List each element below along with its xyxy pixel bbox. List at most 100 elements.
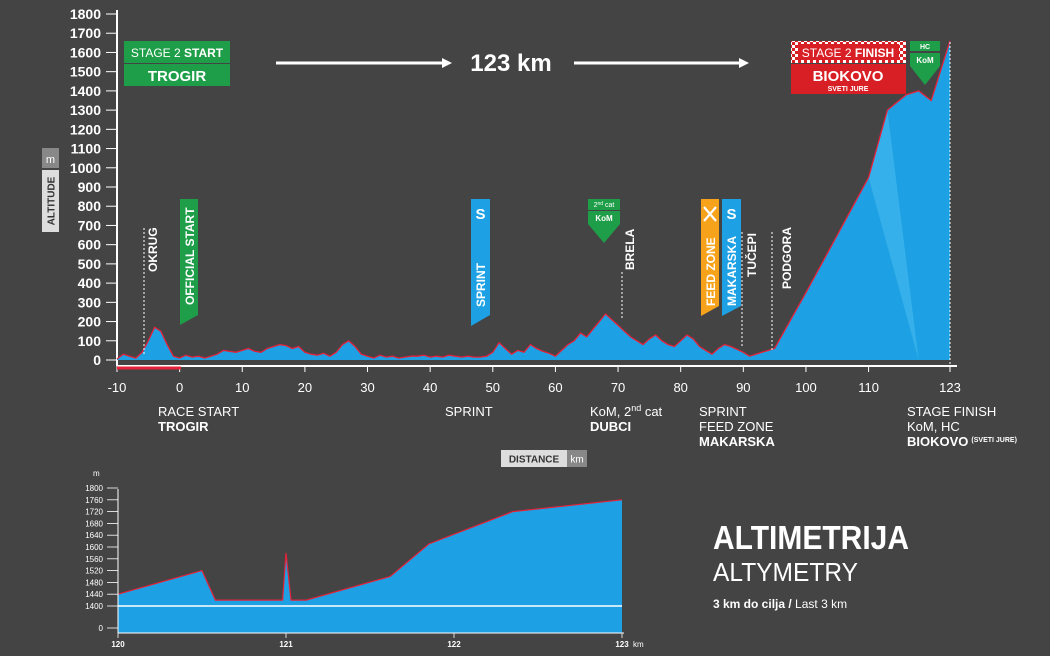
- main-xtick-label: 10: [235, 380, 249, 395]
- distance-arrows: [276, 58, 749, 68]
- stage-finish-box: STAGE 2 FINISH BIOKOVO SVETI JURE: [791, 41, 906, 94]
- inset-xtick-label: 123: [615, 640, 629, 649]
- marker-lines: [143, 42, 951, 364]
- inset-ytick-label: 0: [99, 624, 104, 633]
- official-start-flag: OFFICIAL START: [180, 199, 198, 325]
- main-xtick-label: -10: [108, 380, 127, 395]
- main-xtick-label: 90: [736, 380, 750, 395]
- label-feed-zone: FEED ZONE: [699, 419, 774, 434]
- main-xtick-label: 80: [673, 380, 687, 395]
- svg-text:STAGE 2 START: STAGE 2 START: [131, 46, 224, 60]
- stage-finish-bold: FINISH: [855, 46, 894, 60]
- main-ytick-label: 100: [78, 333, 102, 349]
- marker-okrug: OKRUG: [146, 227, 160, 272]
- main-ytick-label: 900: [78, 179, 102, 195]
- below-axis-labels: RACE START TROGIR SPRINT KoM, 2nd cat DU…: [158, 403, 1017, 449]
- main-ytick-label: 1100: [71, 141, 102, 157]
- inset-ytick-label: 1480: [85, 578, 103, 587]
- svg-text:STAGE 2 FINISH: STAGE 2 FINISH: [802, 46, 894, 60]
- stage-start-bold: START: [184, 46, 224, 60]
- marker-makarska: MAKARSKA: [725, 236, 739, 306]
- kom-cat-num: 2: [594, 202, 598, 209]
- main-xtick-label: 20: [298, 380, 312, 395]
- main-xtick-label: 0: [176, 380, 183, 395]
- main-ytick-label: 400: [78, 275, 102, 291]
- title-sub: ALTYMETRY: [713, 557, 858, 587]
- distance-unit-box: [567, 450, 587, 467]
- stage-finish-town: BIOKOVO: [813, 68, 884, 85]
- main-ytick-label: 600: [78, 237, 102, 253]
- kom-cat-sup: nd: [598, 201, 604, 207]
- main-ytick-label: 1800: [70, 6, 101, 22]
- label-biokovo: BIOKOVO: [907, 434, 968, 449]
- kom-cat-rest: cat: [603, 202, 614, 209]
- main-xtick-label: 50: [486, 380, 500, 395]
- inset-xtick-label: 121: [279, 640, 293, 649]
- label-stage-finish: STAGE FINISH: [907, 404, 996, 419]
- stage-start-town: TROGIR: [148, 68, 206, 85]
- inset-ytick-label: 1800: [85, 484, 103, 493]
- label-sprint: SPRINT: [445, 404, 493, 419]
- svg-text:3 km do cilja / Last 3 km: 3 km do cilja / Last 3 km: [713, 597, 847, 611]
- sprint2-flag: S MAKARSKA: [722, 199, 741, 316]
- title-note-sep: /: [785, 597, 795, 611]
- label-trogir: TROGIR: [158, 419, 209, 434]
- main-xtick-label: 70: [611, 380, 625, 395]
- main-xtick-label: 40: [423, 380, 437, 395]
- label-kom2-sup: nd: [631, 403, 641, 413]
- inset-xtick-label: 120: [111, 640, 125, 649]
- inset-ytick-label: 1720: [85, 508, 103, 517]
- label-kom-hc: KoM, HC: [907, 419, 960, 434]
- fork-knife-icon: [703, 206, 717, 222]
- main-ytick-label: 1600: [70, 44, 101, 60]
- label-race-start: RACE START: [158, 404, 239, 419]
- label-kom2: KoM, 2: [590, 404, 631, 419]
- main-ytick-label: 500: [78, 256, 102, 272]
- main-ytick-label: 1200: [70, 121, 101, 137]
- marker-brela: BRELA: [623, 228, 637, 270]
- inset-xtick-label: 122: [447, 640, 461, 649]
- inset-ytick-label: 1440: [85, 590, 103, 599]
- inset-ytick-label: 1560: [85, 555, 103, 564]
- main-ytick-label: 1500: [70, 64, 101, 80]
- main-ytick-label: 0: [93, 352, 101, 368]
- main-xtick-label: 110: [858, 380, 879, 395]
- label-sveti-jure: (SVETI JURE): [971, 437, 1017, 444]
- distance-total: 123 km: [470, 50, 551, 77]
- sprint1-letter: S: [475, 206, 485, 223]
- label-kom2-rest: cat: [641, 404, 662, 419]
- distance-label-box: [501, 450, 567, 467]
- inset-ytick-label: 1640: [85, 531, 103, 540]
- inset-ytick-label: 1600: [85, 543, 103, 552]
- altitude-label-box: [42, 170, 59, 232]
- inset-profile-area: [118, 499, 622, 633]
- main-xtick-label: 100: [795, 380, 817, 395]
- altitude-label: ALTITUDE: [47, 176, 58, 225]
- main-ytick-label: 800: [78, 198, 102, 214]
- distance-label: DISTANCE: [509, 455, 560, 466]
- main-ytick-label: 300: [78, 294, 102, 310]
- svg-text:KoM, 2nd cat: KoM, 2nd cat: [590, 403, 663, 419]
- marker-podgora: PODGORA: [780, 227, 794, 289]
- kom-2nd-cat-badge: 2nd cat KoM: [588, 199, 620, 243]
- hc-kom-label: KoM: [916, 56, 934, 65]
- title-main: ALTIMETRIJA: [713, 519, 909, 556]
- altitude-unit-box: [42, 148, 59, 168]
- hc-badge-label: HC: [920, 44, 930, 51]
- stage-finish-subtown: SVETI JURE: [828, 86, 869, 93]
- main-ytick-label: 700: [78, 217, 102, 233]
- altitude-unit: m: [46, 154, 55, 166]
- svg-text:BIOKOVO(SVETI JURE): BIOKOVO (SVETI JURE): [907, 434, 1017, 449]
- main-xtick-label: 123: [939, 380, 961, 395]
- label-makarska: MAKARSKA: [699, 434, 775, 449]
- sprint1-flag: S SPRINT: [471, 199, 490, 326]
- marker-official-start: OFFICIAL START: [183, 207, 197, 305]
- label-dubci: DUBCI: [590, 419, 631, 434]
- main-ytick-label: 1700: [70, 25, 101, 41]
- sprint2-letter: S: [726, 206, 736, 223]
- stage-start-prefix: STAGE 2: [131, 46, 184, 60]
- inset-ytick-label: 1680: [85, 519, 103, 528]
- main-ytick-label: 200: [78, 314, 102, 330]
- marker-feed-zone: FEED ZONE: [704, 237, 718, 306]
